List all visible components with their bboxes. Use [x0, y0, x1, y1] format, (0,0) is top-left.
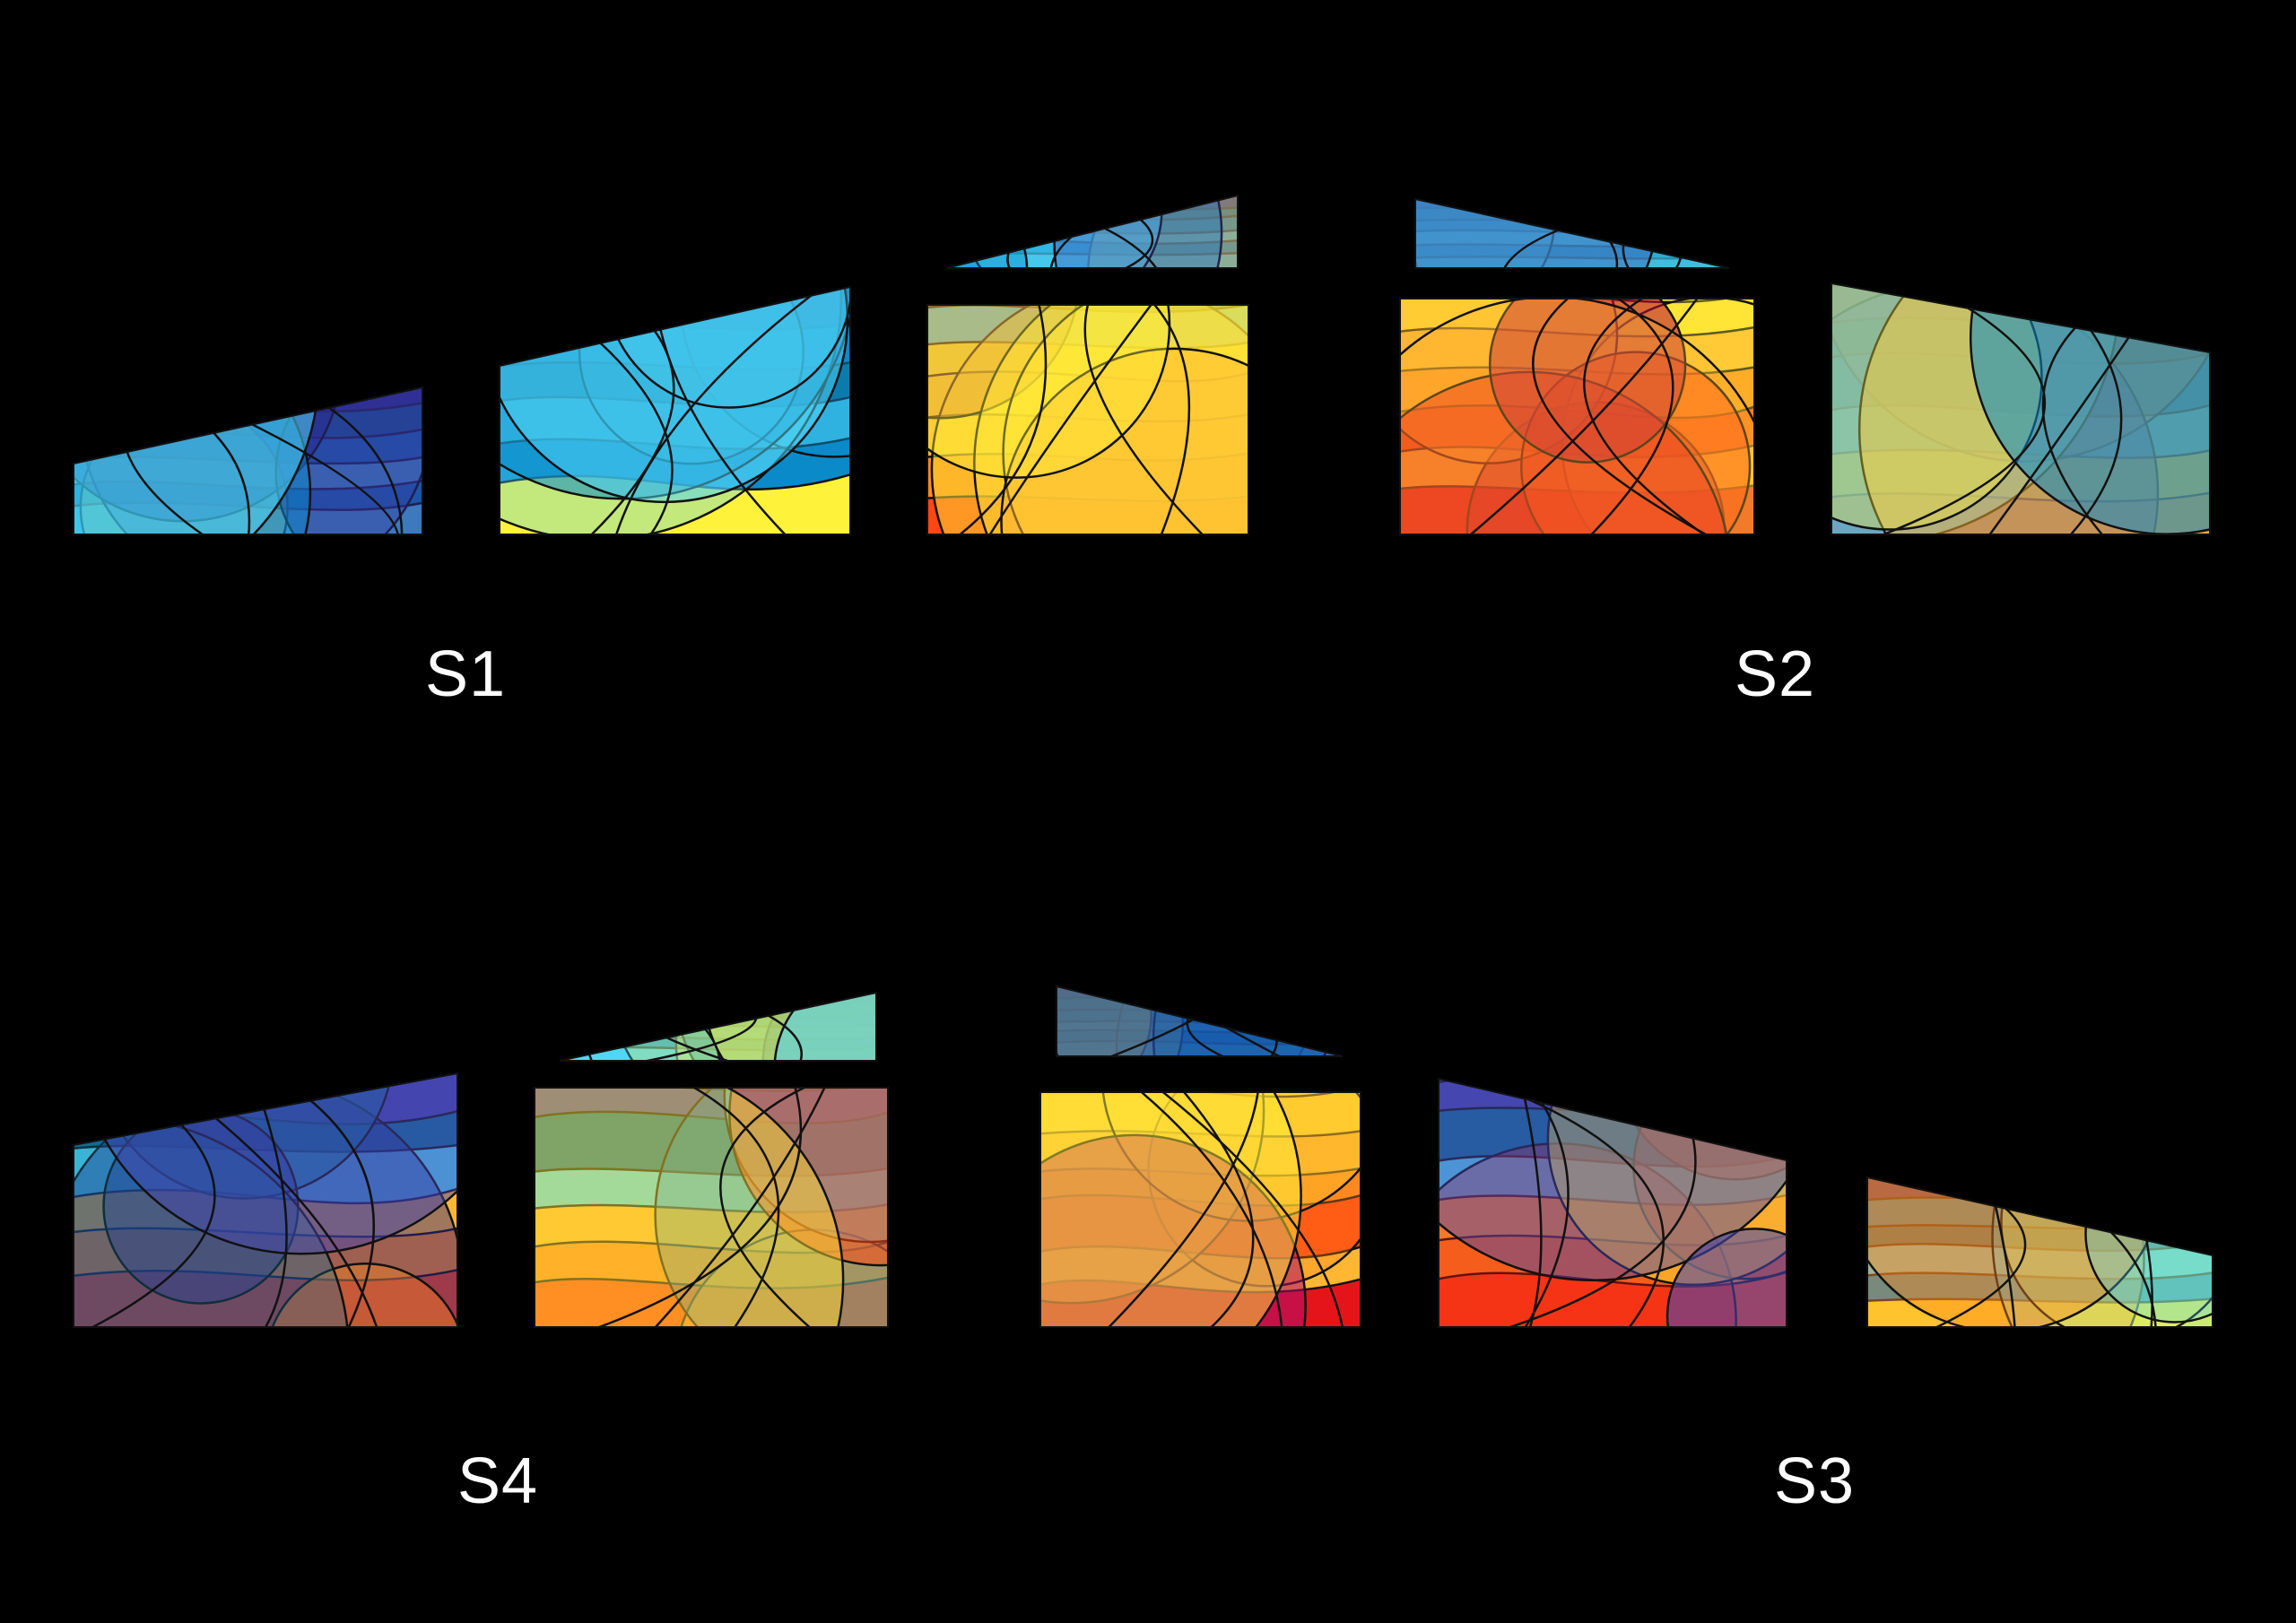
lead-line — [719, 1088, 825, 1327]
lead-line — [1532, 299, 1724, 534]
panel-s3-b-frame — [1039, 1091, 1361, 1328]
glass-arc — [1053, 195, 1238, 268]
panel-s1-b-frame — [499, 285, 851, 535]
lead-line — [1145, 305, 1191, 534]
panel-s4-a — [74, 1073, 457, 1327]
glass-arc — [74, 1073, 457, 1255]
panel-s2-b — [1400, 299, 1754, 534]
lead-line — [247, 1073, 288, 1327]
panel-s3-d-frame — [1866, 1176, 2213, 1328]
panel-s1-b — [500, 287, 850, 534]
glass-arc — [927, 305, 1171, 479]
set-label-s4: S4 — [457, 1445, 539, 1517]
glass-arc — [1057, 986, 1318, 1056]
panel-s4-c-frame — [559, 991, 877, 1062]
glass-arc — [1000, 347, 1248, 534]
lead-line — [1130, 1092, 1284, 1327]
panel-s4-a-frame — [73, 1072, 458, 1328]
glass-arc — [1040, 1092, 1302, 1327]
lead-line — [1083, 305, 1213, 534]
lead-line — [573, 1088, 803, 1327]
panel-s1-a — [74, 387, 422, 534]
glass-arc — [607, 993, 876, 1061]
glass-arc — [264, 1263, 457, 1327]
panel-s3-c — [1439, 1079, 1787, 1327]
lead-line — [947, 305, 1048, 534]
glass-arc — [1867, 1177, 2167, 1327]
glass-arc — [74, 387, 320, 534]
lead-line — [1581, 299, 1674, 534]
glass-arc — [702, 993, 876, 1061]
panel-s2-c-frame — [1831, 282, 2211, 535]
lead-line — [983, 305, 1159, 534]
glass-arc — [773, 993, 876, 1061]
panel-s1-d-frame — [945, 194, 1239, 269]
panel-s4-b-frame — [534, 1087, 889, 1328]
glass-arc — [961, 195, 1163, 268]
set-label-s1: S1 — [425, 638, 507, 710]
lead-line — [677, 1088, 780, 1327]
lead-line — [646, 1088, 831, 1327]
glass-arc — [1867, 1177, 2145, 1327]
panel-s3-d — [1867, 1177, 2213, 1327]
panel-s4-b — [535, 1088, 888, 1327]
panel-s3-a-frame — [1056, 985, 1344, 1057]
lead-line — [612, 287, 836, 534]
glass-arc — [1400, 299, 1754, 534]
panel-s1-c-frame — [926, 304, 1249, 535]
panel-s1-a-frame — [73, 386, 423, 535]
panel-s3-c-frame — [1438, 1077, 1787, 1328]
panel-s3-b — [1040, 1092, 1361, 1327]
glass-arc — [604, 287, 850, 409]
panel-s1-c — [927, 305, 1248, 534]
panel-s2-a-frame — [1414, 197, 1730, 269]
glass-arc — [1057, 986, 1152, 1056]
lead-line — [1459, 299, 1705, 534]
lead-line — [1583, 299, 1718, 534]
glass-band — [1867, 1296, 2213, 1327]
glass-arc — [1040, 1133, 1307, 1327]
set-label-s3: S3 — [1774, 1445, 1856, 1517]
set-label-s2: S2 — [1735, 638, 1816, 710]
lead-line — [1099, 1092, 1261, 1327]
glass-band — [1415, 254, 1729, 268]
glass-arc — [535, 1088, 845, 1327]
glass-band — [535, 1271, 888, 1327]
glass-arc — [1439, 1079, 1787, 1282]
glass-arc — [1665, 1228, 1787, 1327]
lead-line — [1175, 1092, 1255, 1327]
glass-arc — [728, 1088, 888, 1267]
glass-arc — [274, 387, 422, 534]
lead-line — [1151, 1092, 1345, 1327]
panel-s2-b-frame — [1399, 298, 1755, 535]
